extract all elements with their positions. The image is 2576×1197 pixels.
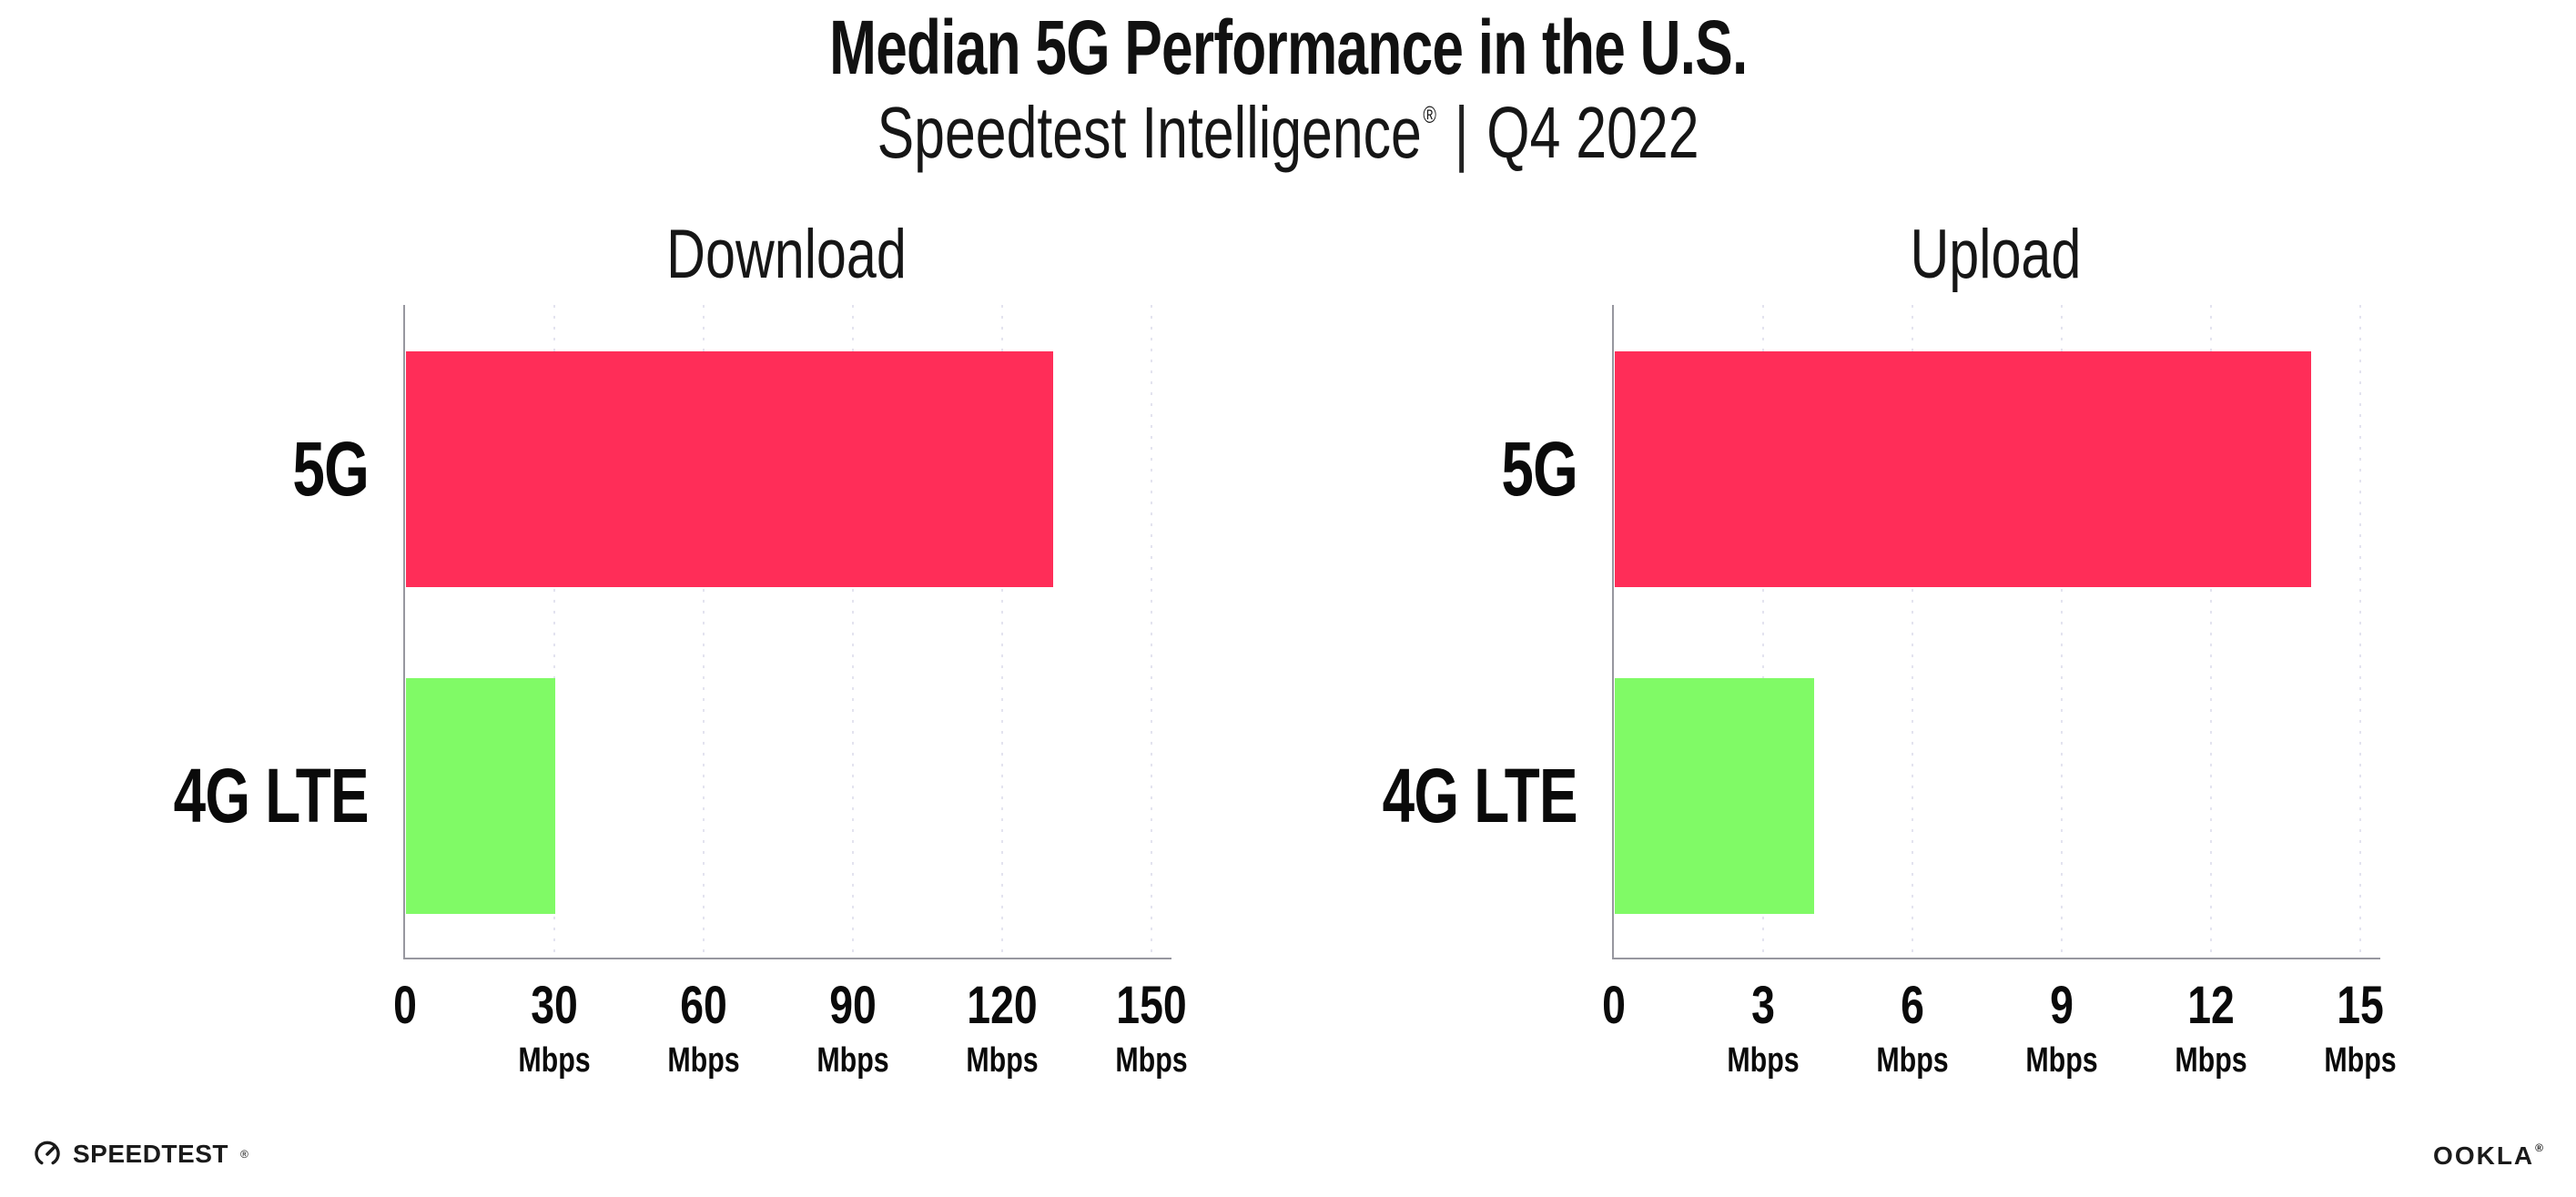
category-label-text: 5G <box>1501 426 1577 512</box>
category-label-text: 4G LTE <box>1382 753 1578 838</box>
tick-unit: Mbps <box>2324 1041 2397 1080</box>
ookla-wordmark: OOKLA <box>2433 1141 2535 1170</box>
gridline-150 <box>1151 305 1152 958</box>
tick-unit: Mbps <box>816 1041 889 1080</box>
x-axis-tick-9: 9 Mbps <box>2016 976 2106 1080</box>
page-title-text: Median 5G Performance in the U.S. <box>828 5 1748 90</box>
category-label-text: 4G LTE <box>173 753 370 838</box>
category-label-4g-lte: 4G LTE <box>112 678 370 914</box>
tick-value: 6 <box>1901 976 1924 1035</box>
tick-unit: Mbps <box>1115 1041 1188 1080</box>
x-axis-tick-90: 90 Mbps <box>807 976 898 1080</box>
speedtest-gauge-icon <box>35 1141 60 1165</box>
subtitle-period: Q4 2022 <box>1486 92 1699 173</box>
gridline-12 <box>2210 305 2212 958</box>
x-axis-tick-6: 6 Mbps <box>1867 976 1957 1080</box>
speedtest-wordmark: SPEEDTEST <box>73 1140 228 1168</box>
category-label-text: 5G <box>292 426 369 512</box>
tick-value: 150 <box>1116 976 1187 1035</box>
tick-unit: Mbps <box>966 1041 1039 1080</box>
tick-unit: Mbps <box>2175 1041 2247 1080</box>
subtitle-divider: | <box>1454 92 1469 173</box>
x-axis-tick-0: 0 <box>1599 979 1628 1032</box>
tick-value: 3 <box>1751 976 1775 1035</box>
gridline-60 <box>703 305 705 958</box>
tick-unit: Mbps <box>1876 1041 1949 1080</box>
x-axis-tick-60: 60 Mbps <box>658 976 748 1080</box>
gridline-30 <box>553 305 555 958</box>
x-axis-tick-30: 30 Mbps <box>509 976 599 1080</box>
bar-4g-lte <box>1615 678 1814 914</box>
tick-unit: Mbps <box>667 1041 740 1080</box>
category-label-5g: 5G <box>1477 351 1577 587</box>
tick-value: 12 <box>2187 976 2235 1035</box>
gridline-90 <box>852 305 854 958</box>
gridline-15 <box>2359 305 2361 958</box>
gridline-9 <box>2061 305 2063 958</box>
tick-unit: Mbps <box>1727 1041 1800 1080</box>
gridline-6 <box>1912 305 1913 958</box>
x-axis-tick-0: 0 <box>390 979 420 1032</box>
gridline-3 <box>1762 305 1764 958</box>
x-axis-tick-12: 12 Mbps <box>2165 976 2256 1080</box>
tick-value: 9 <box>2050 976 2074 1035</box>
page-title: Median 5G Performance in the U.S. <box>0 4 2576 92</box>
category-label-4g-lte: 4G LTE <box>1321 678 1578 914</box>
upload-chart: Upload 0 3 Mbps 6 Mbps 9 Mbps 12 Mbps 15 Mbps 5G 4G … <box>1383 0 2397 1197</box>
gridline-120 <box>1001 305 1003 958</box>
speedtest-trademark-symbol: ® <box>239 1148 248 1161</box>
tick-value: 60 <box>680 976 727 1035</box>
tick-value: 0 <box>393 976 417 1035</box>
registered-mark: ® <box>1423 101 1436 128</box>
download-chart: Download 0 30 Mbps 60 Mbps 90 Mbps 120 Mbps 150 Mb… <box>174 0 1188 1197</box>
x-axis-tick-15: 15 Mbps <box>2315 976 2405 1080</box>
tick-value: 120 <box>967 976 1038 1035</box>
subtitle: Speedtest Intelligence® | Q4 2022 <box>0 91 2576 175</box>
bar-5g <box>1615 351 2312 587</box>
speedtest-logo: SPEEDTEST ® <box>33 1140 248 1169</box>
tick-value: 90 <box>829 976 877 1035</box>
tick-value: 0 <box>1602 976 1626 1035</box>
tick-unit: Mbps <box>2025 1041 2098 1080</box>
upload-chart-title: Upload <box>1910 216 2081 293</box>
subtitle-brand: Speedtest Intelligence <box>877 92 1422 173</box>
bar-4g-lte <box>406 678 555 914</box>
tick-value: 15 <box>2337 976 2384 1035</box>
category-label-5g: 5G <box>269 351 369 587</box>
download-plot-area: 0 30 Mbps 60 Mbps 90 Mbps 120 Mbps 150 Mbps 5G 4G LT… <box>174 305 1188 1078</box>
ookla-logo: OOKLA® <box>2433 1141 2545 1171</box>
x-axis-tick-120: 120 Mbps <box>957 976 1047 1080</box>
x-axis-tick-3: 3 Mbps <box>1718 976 1808 1080</box>
download-chart-title: Download <box>666 216 907 293</box>
upload-plot-area: 0 3 Mbps 6 Mbps 9 Mbps 12 Mbps 15 Mbps 5G 4G LTE <box>1383 305 2397 1078</box>
ookla-registered-symbol: ® <box>2535 1141 2545 1154</box>
bar-5g <box>406 351 1053 587</box>
x-axis-tick-150: 150 Mbps <box>1106 976 1196 1080</box>
tick-unit: Mbps <box>518 1041 591 1080</box>
tick-value: 30 <box>531 976 578 1035</box>
